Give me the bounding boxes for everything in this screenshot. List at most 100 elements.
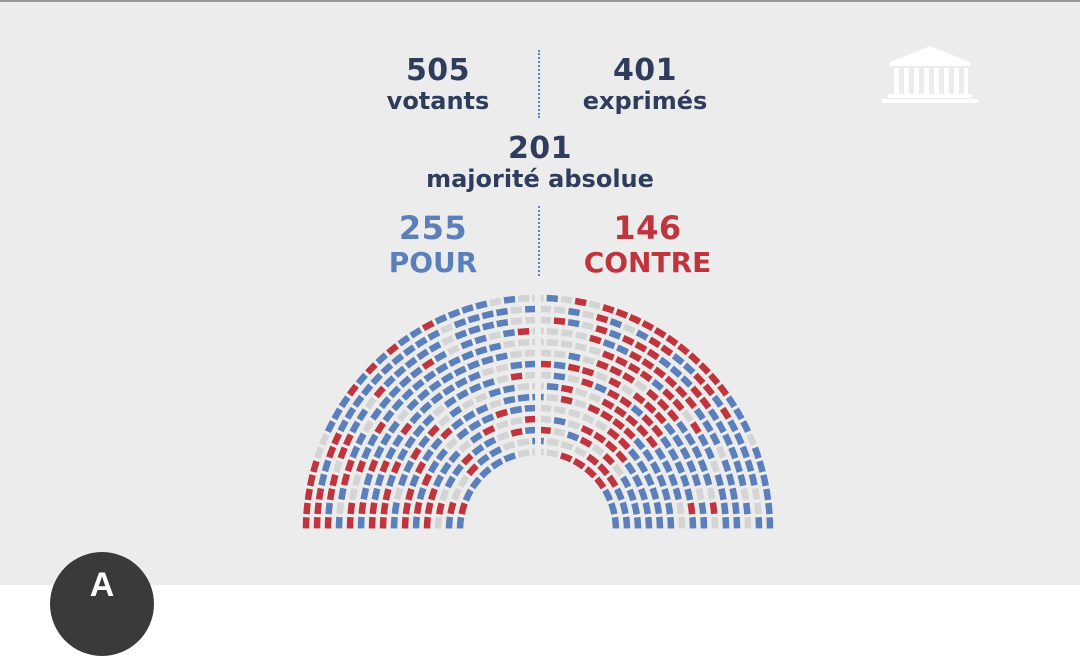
seat-abs: [340, 503, 341, 514]
seat-pour: [391, 388, 399, 396]
seat-contre: [702, 399, 709, 408]
seat-contre: [629, 366, 639, 372]
seat-pour: [469, 375, 479, 379]
seat-contre: [424, 361, 433, 367]
seat-abs: [583, 359, 594, 362]
seat-contre: [359, 461, 363, 472]
seat-pour: [689, 461, 693, 471]
seat-pour: [462, 342, 473, 346]
seat-pour: [389, 475, 393, 486]
seat-pour: [449, 312, 459, 316]
seat-pour: [677, 462, 682, 472]
seat-pour: [659, 476, 663, 486]
seat-contre: [602, 413, 612, 419]
seat-pour: [329, 503, 330, 514]
seat-pour: [731, 448, 735, 458]
seat-pour: [422, 404, 430, 412]
seat-abs: [622, 387, 632, 393]
seat-pour: [400, 450, 405, 460]
seat-abs: [397, 488, 400, 499]
seat-pour: [411, 330, 420, 336]
seat-pour: [352, 422, 357, 432]
seat-pour: [491, 449, 501, 454]
seat-contre: [463, 455, 471, 463]
seat-pour: [695, 475, 698, 486]
seat-contre: [376, 388, 383, 396]
seat-contre: [597, 363, 608, 367]
seat-contre: [687, 398, 694, 407]
hemicycle-chart: [0, 0, 1080, 585]
avatar[interactable]: A: [50, 552, 154, 656]
seat-pour: [755, 448, 759, 459]
seat-pour: [470, 423, 480, 429]
seat-abs: [399, 411, 406, 420]
seat-abs: [547, 397, 558, 398]
seat-abs: [576, 391, 587, 394]
seat-pour: [481, 469, 489, 477]
seat-pour: [455, 466, 462, 475]
seat-abs: [518, 298, 529, 299]
seat-contre: [642, 373, 651, 379]
seat-pour: [645, 451, 651, 460]
seat-pour: [358, 375, 365, 383]
seat-pour: [425, 373, 434, 379]
seat-pour: [605, 490, 610, 500]
seat-abs: [624, 326, 634, 331]
seat-contre: [351, 503, 352, 514]
seat-contre: [590, 338, 601, 341]
seat-pour: [728, 397, 734, 406]
seat-abs: [596, 423, 606, 429]
seat-contre: [588, 456, 597, 463]
seat-pour: [692, 517, 693, 528]
seat-abs: [547, 441, 558, 443]
seat-pour: [685, 365, 693, 373]
seat-pour: [639, 462, 645, 472]
seat-pour: [665, 462, 670, 472]
seat-abs: [744, 489, 746, 500]
seat-pour: [712, 434, 717, 444]
seat-pour: [415, 427, 422, 436]
seat-contre: [648, 351, 657, 357]
seat-pour: [663, 438, 669, 447]
seat-contre: [383, 517, 384, 528]
seat-pour: [436, 317, 446, 322]
seat-contre: [630, 317, 640, 322]
seat-contre: [693, 423, 699, 432]
seat-abs: [497, 423, 508, 427]
seat-contre: [329, 447, 333, 458]
seat-pour: [653, 463, 658, 473]
seat-abs: [352, 489, 354, 500]
seat-abs: [367, 399, 374, 408]
seat-abs: [511, 310, 522, 311]
seat-abs: [511, 321, 522, 322]
seat-contre: [307, 503, 308, 514]
seat-abs: [463, 401, 473, 407]
seat-pour: [666, 425, 673, 434]
seat-abs: [699, 489, 701, 500]
seat-abs: [540, 419, 551, 420]
seat-abs: [554, 409, 565, 411]
seat-pour: [630, 450, 637, 459]
seat-pour: [611, 321, 622, 325]
seat-pour: [752, 474, 755, 485]
seat-contre: [525, 419, 536, 420]
seat-pour: [660, 359, 669, 366]
seat-contre: [583, 370, 594, 373]
seat-contre: [611, 369, 621, 374]
seat-pour: [465, 413, 475, 419]
seat-abs: [461, 477, 467, 487]
seat-pour: [483, 325, 494, 328]
seat-contre: [430, 427, 438, 435]
seat-contre: [638, 427, 646, 435]
seat-pour: [743, 447, 747, 458]
seat-pour: [394, 401, 401, 409]
seat-abs: [443, 338, 453, 343]
seat-pour: [395, 503, 397, 514]
seat-contre: [313, 461, 316, 472]
seat-pour: [646, 503, 648, 514]
seat-contre: [423, 323, 433, 328]
seat-pour: [425, 417, 433, 425]
seat-abs: [476, 396, 486, 400]
seat-pour: [676, 488, 679, 499]
seat-pour: [412, 414, 420, 422]
